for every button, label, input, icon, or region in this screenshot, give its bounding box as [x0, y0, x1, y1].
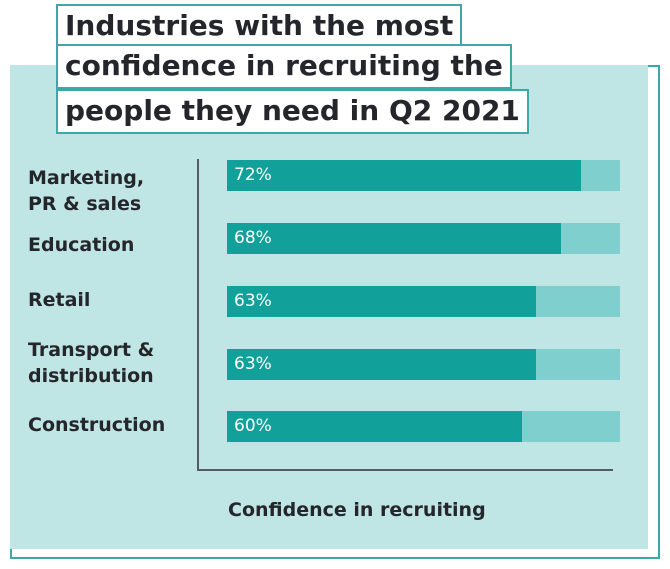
category-label-line: Education [28, 234, 135, 256]
bar-value-label: 63% [234, 354, 272, 374]
chart-title-line-2: confidence in recruiting the [56, 44, 512, 89]
category-label-line: Retail [28, 289, 91, 311]
category-label: Transport & distribution [28, 337, 188, 389]
bar [227, 286, 536, 317]
bar-track: 72% [227, 160, 620, 191]
bar-track: 68% [227, 223, 620, 254]
y-axis-line [197, 159, 199, 470]
bar [227, 223, 561, 254]
category-label: Construction [28, 412, 188, 438]
bar-track: 63% [227, 349, 620, 380]
chart-title-line-3: people they need in Q2 2021 [56, 89, 529, 134]
category-label: Marketing, PR & sales [28, 165, 188, 217]
chart-title-line-1: Industries with the most [56, 4, 463, 48]
category-label: Education [28, 232, 188, 258]
category-label-line: Transport & [28, 339, 155, 361]
bar-value-label: 68% [234, 228, 272, 248]
bar [227, 160, 581, 191]
bar-value-label: 63% [234, 291, 272, 311]
category-label-line: Construction [28, 414, 166, 436]
bar [227, 349, 536, 380]
bar-track: 63% [227, 286, 620, 317]
category-label-line: distribution [28, 365, 154, 387]
category-label: Retail [28, 287, 188, 313]
x-axis-line [197, 469, 613, 471]
bar-value-label: 72% [234, 165, 272, 185]
bar-value-label: 60% [234, 416, 272, 436]
x-axis-title: Confidence in recruiting [228, 499, 486, 521]
bar [227, 411, 522, 442]
category-label-line: PR & sales [28, 193, 142, 215]
bar-track: 60% [227, 411, 620, 442]
category-label-line: Marketing, [28, 167, 145, 189]
